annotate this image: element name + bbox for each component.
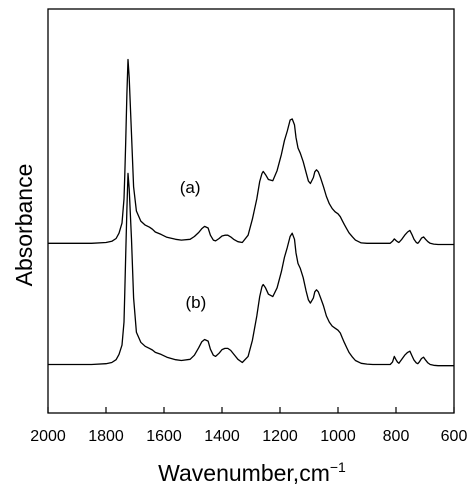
series-label-b: (b) <box>186 293 207 312</box>
x-tick-label-1000: 1000 <box>320 428 356 445</box>
x-axis-label: Wavenumber,cm−1 <box>158 459 346 486</box>
x-tick-label-2000: 2000 <box>30 428 66 445</box>
annotation-layer: (a) (b) <box>180 178 207 312</box>
x-axis-tick-labels: 2000 1800 1600 1400 1200 1000 800 600 <box>30 428 467 445</box>
plot-frame <box>47 8 455 414</box>
x-axis-label-exponent: −1 <box>330 459 346 475</box>
x-tick-label-1200: 1200 <box>262 428 298 445</box>
spectrum-line-a <box>48 58 454 246</box>
x-tick-label-800: 800 <box>383 428 410 445</box>
x-tick-label-1400: 1400 <box>204 428 240 445</box>
x-tick-label-1800: 1800 <box>88 428 124 445</box>
x-tick-label-600: 600 <box>441 428 468 445</box>
y-axis-label: Absorbance <box>11 164 37 287</box>
series-label-a: (a) <box>180 178 201 197</box>
x-tick-label-1600: 1600 <box>146 428 182 445</box>
series-layer <box>48 58 454 367</box>
x-axis-ticks <box>47 407 455 413</box>
spectrum-line-b <box>48 172 454 367</box>
x-axis-label-text: Wavenumber,cm <box>158 460 330 486</box>
